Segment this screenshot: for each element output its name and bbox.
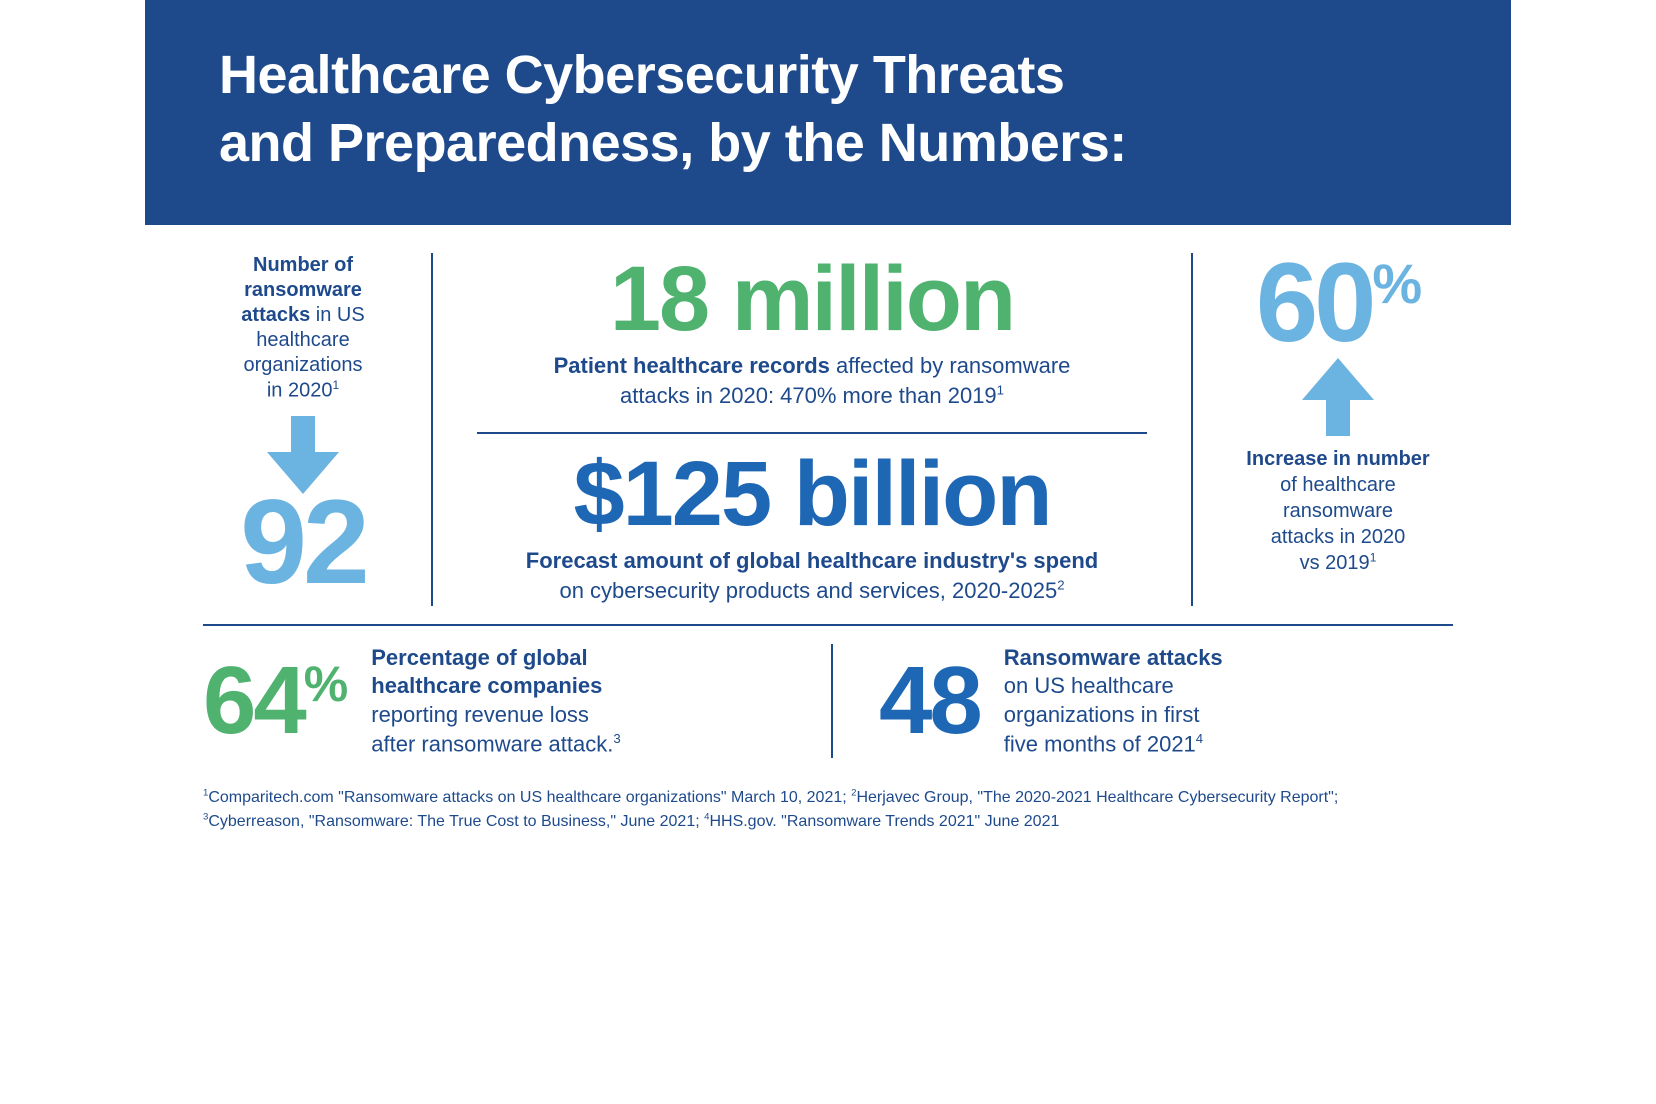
header-banner: Healthcare Cybersecurity Threats and Pre… <box>145 0 1511 225</box>
page-title: Healthcare Cybersecurity Threats and Pre… <box>219 42 1437 177</box>
bl-plain-2: after ransomware attack. <box>371 731 613 756</box>
mid-top-value: 18 million <box>477 253 1147 345</box>
br-plain-1: on US healthcare <box>1004 673 1174 698</box>
br-bold: Ransomware attacks <box>1004 645 1223 670</box>
right-text-plain-2: ransomware <box>1283 500 1393 522</box>
title-line-1: Healthcare Cybersecurity Threats <box>219 45 1064 105</box>
infographic-canvas: Healthcare Cybersecurity Threats and Pre… <box>145 0 1511 853</box>
bl-sup: 3 <box>613 731 620 746</box>
foot-1b: Herjavec Group, "The 2020-2021 Healthcar… <box>856 789 1338 806</box>
body-area: Number of ransomware attacks in US healt… <box>145 225 1511 782</box>
lead-bold-2: ransomware <box>244 279 362 301</box>
bl-plain-1: reporting revenue loss <box>371 702 589 727</box>
foot-2b: HHS.gov. "Ransomware Trends 2021" June 2… <box>709 813 1059 830</box>
foot-2a: Cyberreason, "Ransomware: The True Cost … <box>208 813 704 830</box>
right-sup: 1 <box>1370 550 1377 564</box>
bottom-left-text: Percentage of global healthcare companie… <box>371 644 620 759</box>
right-text: Increase in number of healthcare ransomw… <box>1246 446 1429 576</box>
bottom-right-value: 48 <box>879 658 980 744</box>
footnotes: 1Comparitech.com "Ransomware attacks on … <box>145 782 1511 852</box>
middle-column: 18 million Patient healthcare records af… <box>433 253 1193 606</box>
right-text-plain-4: vs 2019 <box>1300 552 1370 574</box>
right-value: 60% <box>1256 240 1420 365</box>
arrow-up-icon <box>1302 358 1374 436</box>
bottom-right-text: Ransomware attacks on US healthcare orga… <box>1004 644 1223 759</box>
mid-bottom-sub-bold: Forecast amount of global healthcare ind… <box>526 548 1098 573</box>
mid-bottom-sub: Forecast amount of global healthcare ind… <box>477 546 1147 605</box>
left-lead-text: Number of ransomware attacks in US healt… <box>241 253 364 404</box>
title-line-2: and Preparedness, by the Numbers: <box>219 113 1127 173</box>
right-text-plain-1: of healthcare <box>1280 474 1396 496</box>
lead-plain-1: in US <box>310 304 364 326</box>
stat-ransomware-attacks-2020: Number of ransomware attacks in US healt… <box>203 253 433 606</box>
mid-top-sub-plain-2: attacks in 2020: 470% more than 2019 <box>620 383 997 408</box>
lead-bold-3: attacks <box>241 304 310 326</box>
left-sup: 1 <box>332 378 339 392</box>
lead-plain-3: organizations <box>244 354 363 376</box>
mid-top-sub-bold: Patient healthcare records <box>554 353 830 378</box>
br-plain-3: five months of 2021 <box>1004 731 1196 756</box>
mid-top-sub: Patient healthcare records affected by r… <box>477 351 1147 410</box>
lead-plain-4: in 2020 <box>267 380 333 402</box>
bl-bold-2: healthcare companies <box>371 673 602 698</box>
right-text-bold: Increase in number <box>1246 448 1429 470</box>
right-value-wrap: 60% <box>1256 253 1420 354</box>
mid-bottom-value: $125 billion <box>477 448 1147 540</box>
mid-top-sup: 1 <box>997 382 1004 397</box>
mid-bottom-sub-plain: on cybersecurity products and services, … <box>559 578 1057 603</box>
lead-bold-1: Number of <box>253 254 353 276</box>
mid-bottom-sup: 2 <box>1057 578 1064 593</box>
foot-1a: Comparitech.com "Ransomware attacks on U… <box>208 789 851 806</box>
top-row: Number of ransomware attacks in US healt… <box>203 253 1453 626</box>
stat-increase-attacks: 60% Increase in number of healthcare ran… <box>1193 253 1453 606</box>
br-plain-2: organizations in first <box>1004 702 1200 727</box>
br-sup: 4 <box>1196 731 1203 746</box>
stat-forecast-spend: $125 billion Forecast amount of global h… <box>477 448 1147 605</box>
bottom-row: 64% Percentage of global healthcare comp… <box>203 626 1453 773</box>
lead-plain-2: healthcare <box>256 329 349 351</box>
bottom-left-value: 64% <box>203 658 347 744</box>
stat-attacks-2021: 48 Ransomware attacks on US healthcare o… <box>833 644 1223 759</box>
bl-bold-1: Percentage of global <box>371 645 587 670</box>
stat-revenue-loss: 64% Percentage of global healthcare comp… <box>203 644 833 759</box>
left-value: 92 <box>240 488 365 596</box>
mid-top-sub-plain-1: affected by ransomware <box>830 353 1071 378</box>
bottom-left-pct: % <box>304 656 347 712</box>
right-text-plain-3: attacks in 2020 <box>1271 526 1406 548</box>
right-pct: % <box>1372 252 1420 315</box>
stat-records-affected: 18 million Patient healthcare records af… <box>477 253 1147 434</box>
